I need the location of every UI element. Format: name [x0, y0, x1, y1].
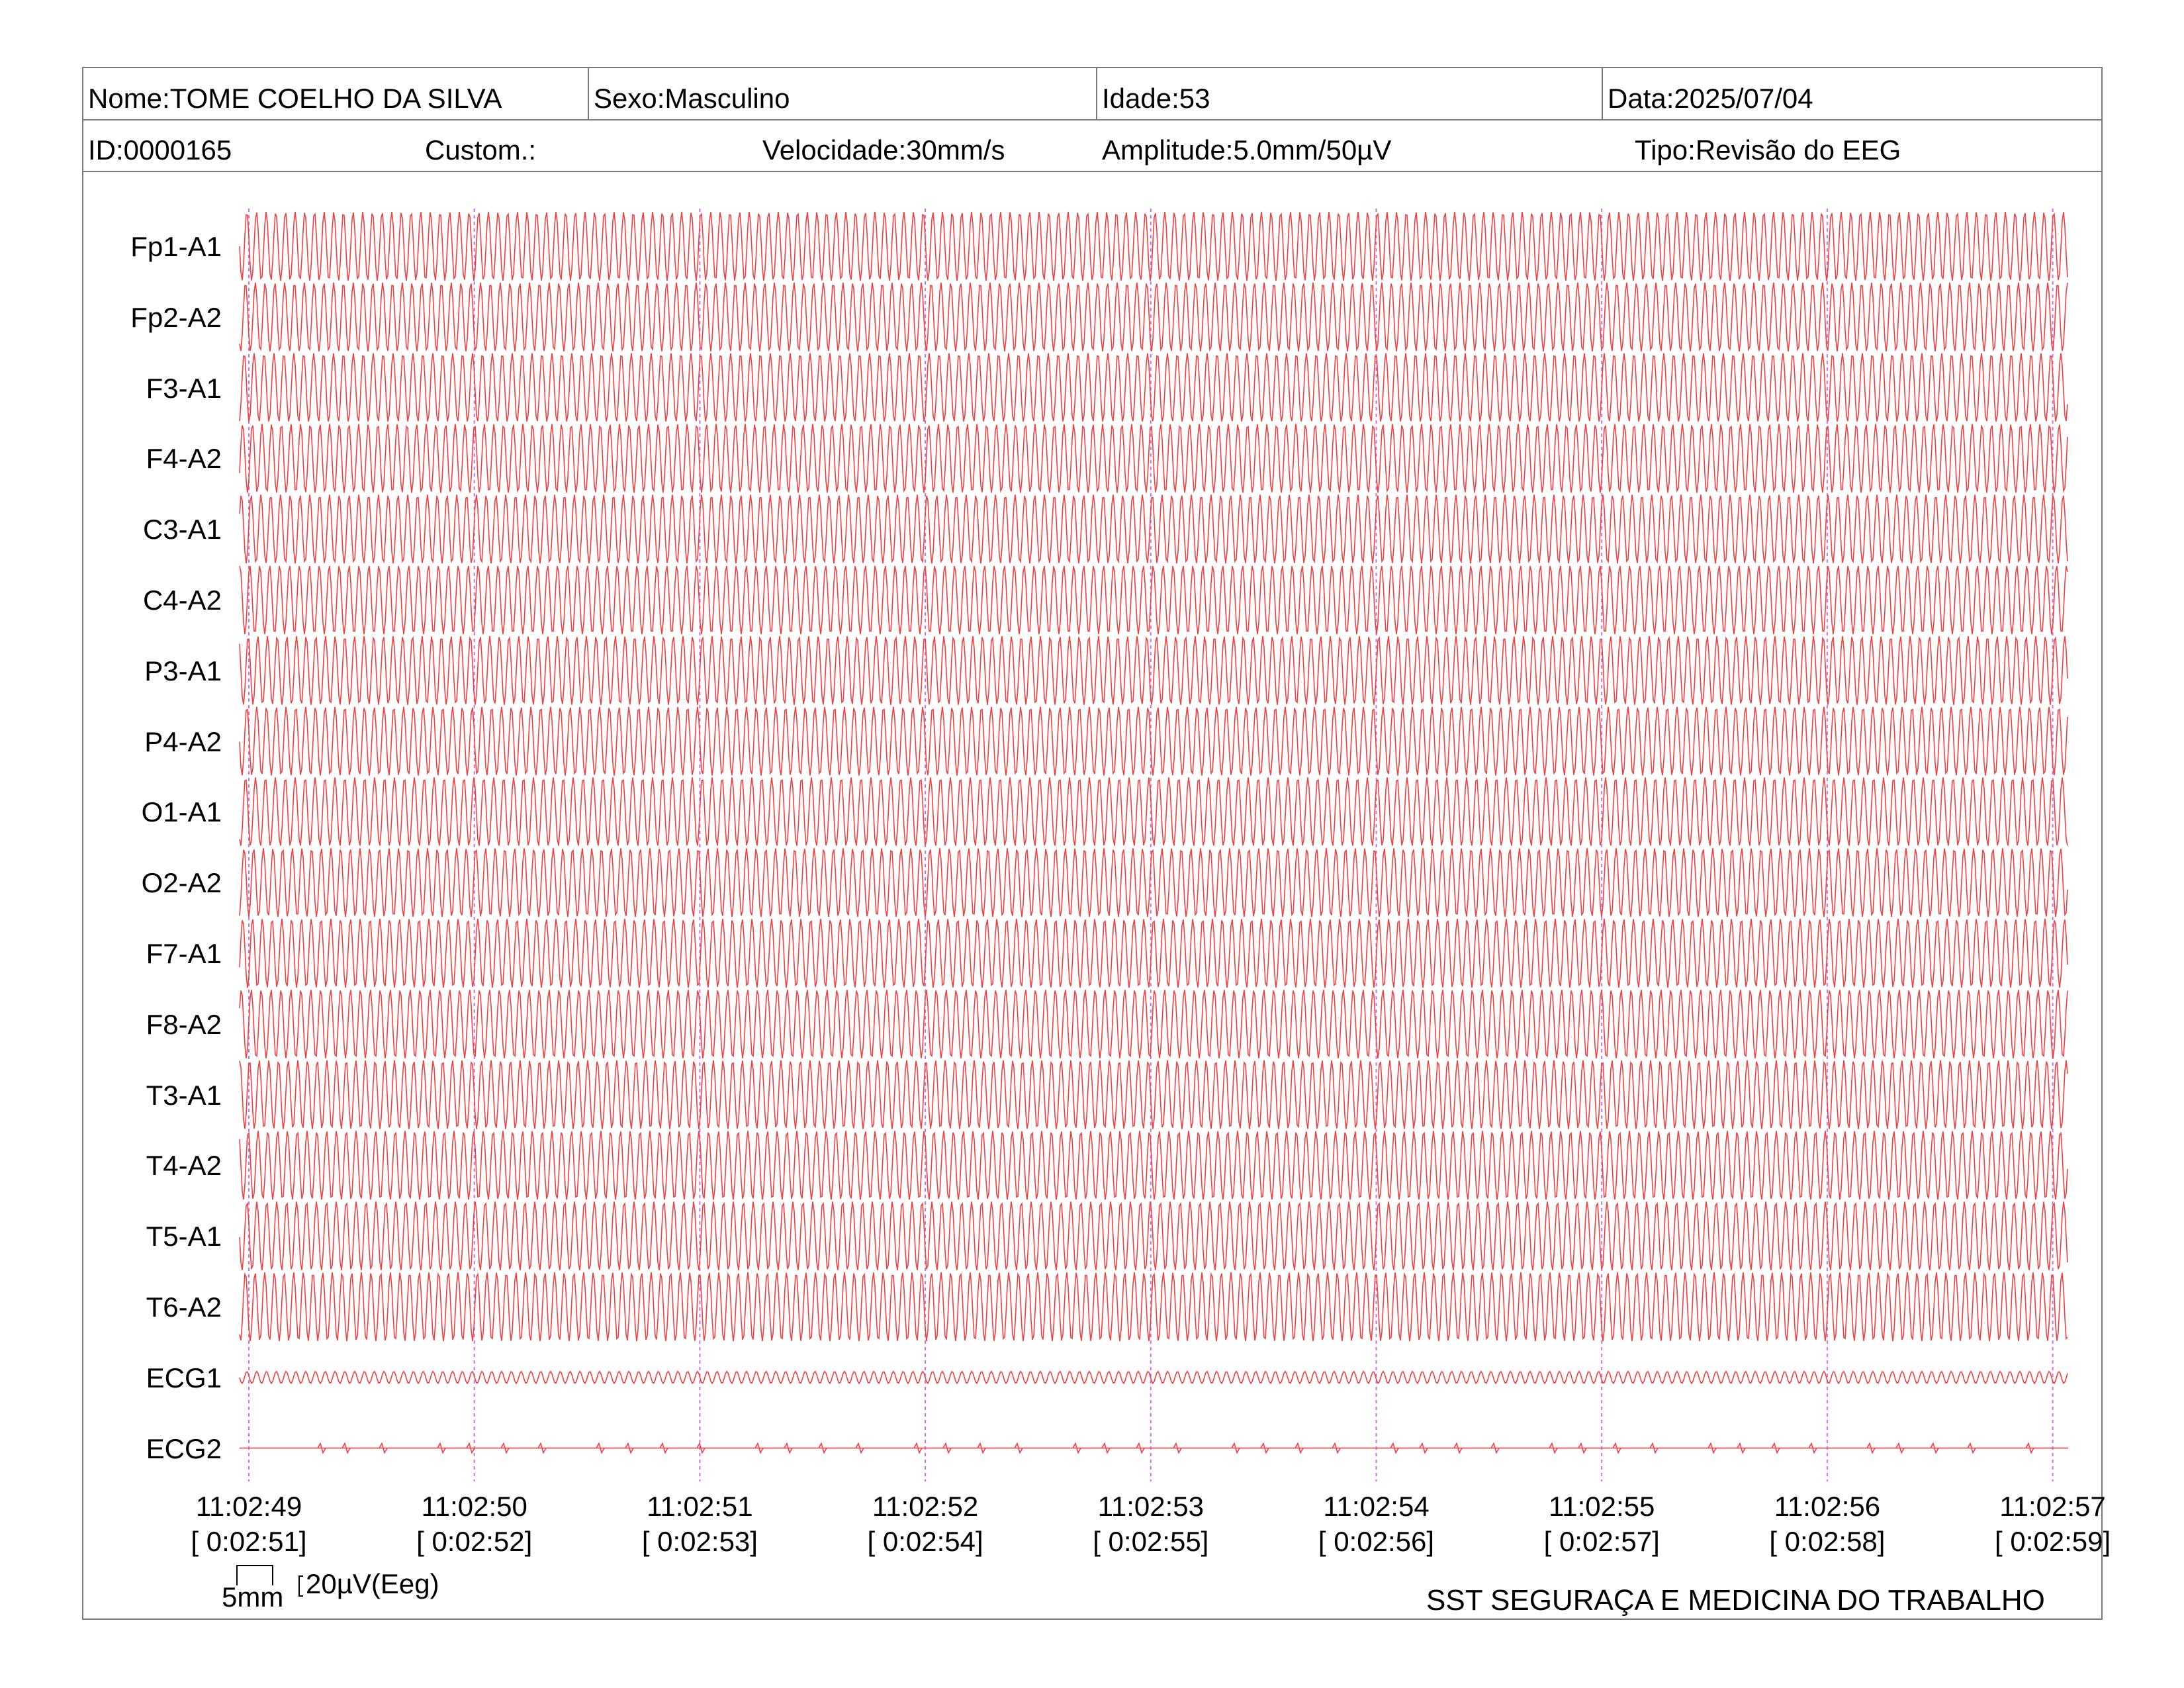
custom-field: Custom.: — [425, 134, 537, 165]
channel-label: P3-A1 — [144, 655, 222, 686]
eeg-trace — [239, 1272, 2068, 1342]
eeg-trace — [239, 494, 2068, 564]
speed-setting: Velocidade:30mm/s — [762, 134, 1005, 165]
elapsed-time: [ 0:02:55] — [1093, 1525, 1209, 1557]
scale-time-label: 5mm — [222, 1581, 284, 1613]
clock-time: 11:02:50 — [421, 1491, 527, 1522]
clock-time: 11:02:53 — [1097, 1491, 1204, 1522]
elapsed-time: [ 0:02:56] — [1318, 1525, 1435, 1557]
clock-time: 11:02:55 — [1549, 1491, 1655, 1522]
patient-id: ID:0000165 — [88, 134, 232, 165]
time-label: 11:02:55[ 0:02:57] — [1522, 1489, 1681, 1559]
elapsed-time: [ 0:02:54] — [867, 1525, 983, 1557]
report-frame — [82, 67, 2103, 1620]
time-label: 11:02:51[ 0:02:53] — [620, 1489, 779, 1559]
channel-label: Fp1-A1 — [130, 231, 222, 262]
channel-label: Fp2-A2 — [130, 301, 222, 333]
eeg-trace — [239, 990, 2068, 1058]
header-cell-divider — [588, 67, 589, 119]
time-label: 11:02:53[ 0:02:55] — [1071, 1489, 1230, 1559]
header-cell-divider — [1602, 67, 1603, 119]
channel-label: T6-A2 — [146, 1291, 222, 1323]
channel-label: F3-A1 — [146, 372, 222, 404]
amplitude-setting: Amplitude:5.0mm/50µV — [1102, 134, 1392, 165]
elapsed-time: [ 0:02:51] — [191, 1525, 307, 1557]
elapsed-time: [ 0:02:57] — [1543, 1525, 1660, 1557]
header-cell-divider — [1096, 67, 1097, 119]
eeg-trace — [239, 848, 2068, 917]
calibration-bracket-icon — [236, 1565, 303, 1597]
eeg-trace — [240, 1442, 2068, 1454]
eeg-trace — [239, 918, 2068, 988]
time-label: 11:02:56[ 0:02:58] — [1748, 1489, 1907, 1559]
channel-label: F8-A2 — [146, 1008, 222, 1040]
elapsed-time: [ 0:02:59] — [1995, 1525, 2111, 1557]
eeg-trace — [239, 777, 2068, 846]
channel-label: F4-A2 — [146, 443, 222, 475]
eeg-trace — [239, 635, 2068, 705]
organization-name: SST SEGURAÇA E MEDICINA DO TRABALHO — [1426, 1584, 2045, 1617]
patient-sex: Sexo:Masculino — [594, 83, 790, 114]
time-label: 11:02:57[ 0:02:59] — [1974, 1489, 2132, 1559]
eeg-trace — [239, 706, 2068, 776]
channel-label: O1-A1 — [141, 796, 222, 828]
time-label: 11:02:50[ 0:02:52] — [395, 1489, 554, 1559]
eeg-trace — [239, 1131, 2068, 1200]
elapsed-time: [ 0:02:58] — [1769, 1525, 1886, 1557]
eeg-trace — [239, 565, 2068, 635]
clock-time: 11:02:51 — [647, 1491, 753, 1522]
clock-time: 11:02:52 — [872, 1491, 979, 1522]
channel-label: C4-A2 — [142, 585, 222, 616]
time-label: 11:02:52[ 0:02:54] — [846, 1489, 1005, 1559]
header-bottom-border — [82, 171, 2103, 172]
channel-label: F7-A1 — [146, 938, 222, 969]
channel-label: T5-A1 — [146, 1221, 222, 1252]
exam-type: Tipo:Revisão do EEG — [1635, 134, 1901, 165]
eeg-trace — [239, 1201, 2068, 1270]
clock-time: 11:02:57 — [1999, 1491, 2106, 1522]
patient-age: Idade:53 — [1102, 83, 1210, 114]
clock-time: 11:02:49 — [195, 1491, 302, 1522]
eeg-trace — [239, 1060, 2068, 1129]
eeg-trace — [239, 1370, 2068, 1385]
patient-name: Nome:TOME COELHO DA SILVA — [88, 83, 502, 114]
channel-label: T3-A1 — [146, 1079, 222, 1111]
eeg-trace — [239, 353, 2068, 422]
elapsed-time: [ 0:02:53] — [641, 1525, 758, 1557]
eeg-trace — [239, 211, 2068, 281]
channel-label: C3-A1 — [142, 514, 222, 545]
channel-label: ECG1 — [146, 1362, 222, 1393]
exam-date: Data:2025/07/04 — [1608, 83, 1813, 114]
time-label: 11:02:54[ 0:02:56] — [1297, 1489, 1456, 1559]
clock-time: 11:02:54 — [1323, 1491, 1430, 1522]
time-label: 11:02:49[ 0:02:51] — [169, 1489, 328, 1559]
channel-label: O2-A2 — [141, 867, 222, 899]
channel-label: ECG2 — [146, 1432, 222, 1464]
eeg-trace — [239, 424, 2068, 493]
scale-amplitude-label: 20µV(Eeg) — [306, 1568, 439, 1599]
channel-label: T4-A2 — [146, 1150, 222, 1182]
header-divider — [82, 119, 2103, 120]
channel-label: P4-A2 — [144, 726, 222, 757]
clock-time: 11:02:56 — [1774, 1491, 1881, 1522]
eeg-trace — [239, 282, 2068, 352]
elapsed-time: [ 0:02:52] — [416, 1525, 533, 1557]
